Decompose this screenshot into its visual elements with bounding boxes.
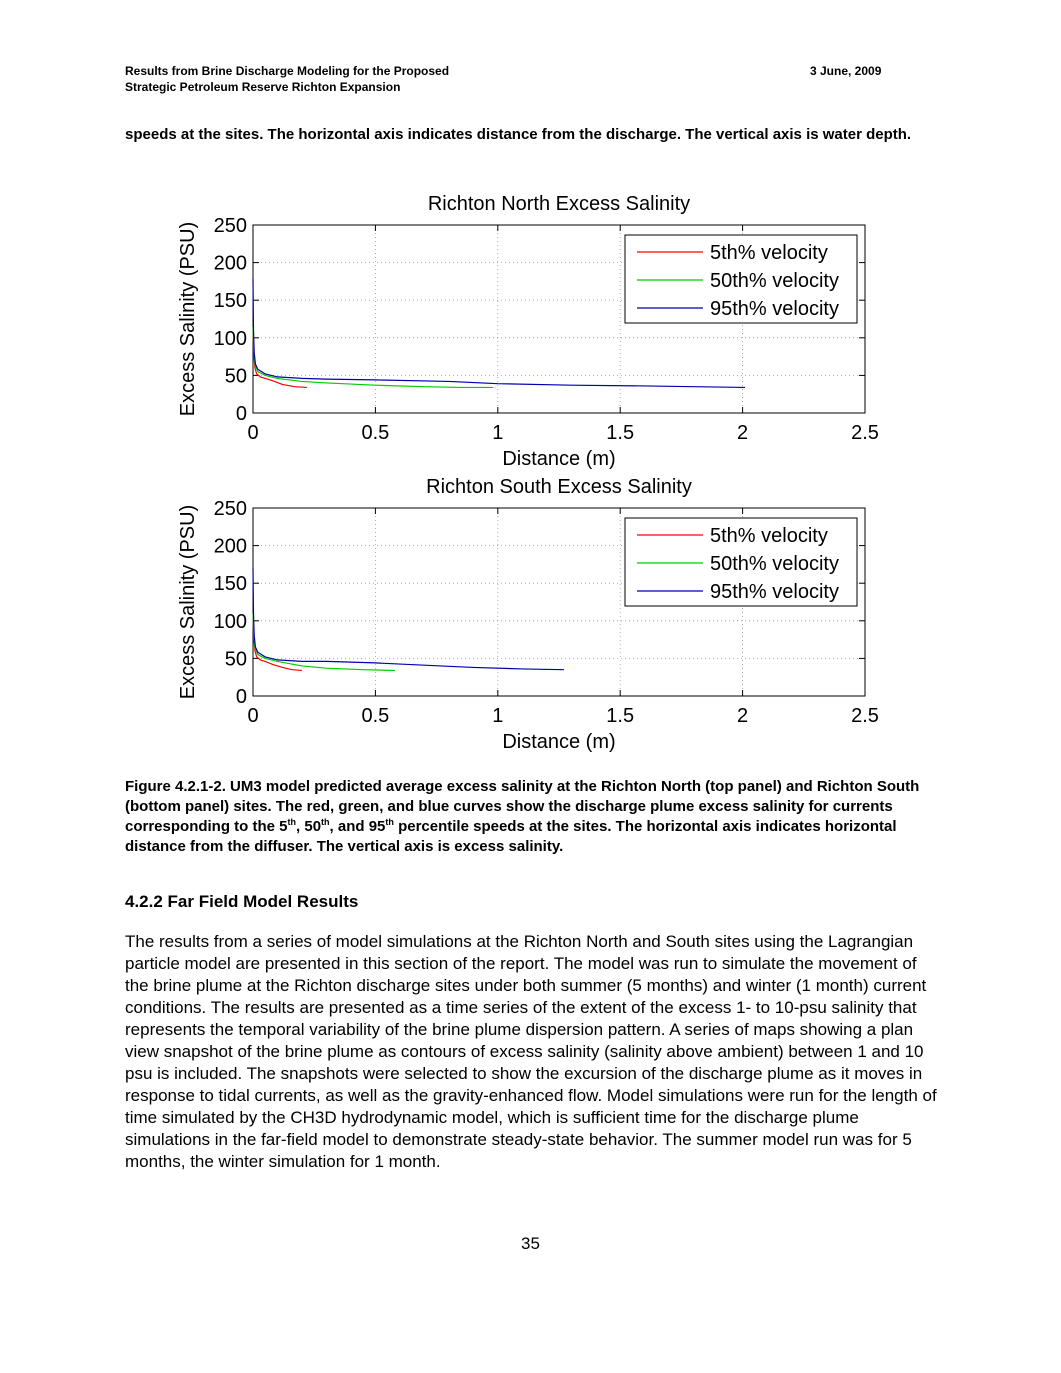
- chart-title: Richton South Excess Salinity: [426, 476, 692, 498]
- continued-caption-text: speeds at the sites. The horizontal axis…: [125, 126, 912, 143]
- x-tick-label: 1: [492, 705, 503, 727]
- x-tick-label: 1.5: [606, 705, 634, 727]
- y-tick-label: 0: [236, 403, 247, 425]
- header-title-line1: Results from Brine Discharge Modeling fo…: [125, 64, 450, 78]
- running-header: Results from Brine Discharge Modeling fo…: [125, 63, 449, 95]
- y-tick-label: 250: [214, 215, 247, 237]
- caption-sup-1: th: [287, 817, 297, 827]
- legend-label: 5th% velocity: [710, 525, 828, 547]
- x-axis-label: Distance (m): [502, 448, 615, 470]
- x-tick-label: 2: [737, 422, 748, 444]
- legend-label: 50th% velocity: [710, 553, 839, 575]
- x-tick-label: 0.5: [361, 705, 389, 727]
- y-tick-label: 100: [214, 611, 247, 633]
- y-tick-label: 0: [236, 686, 247, 708]
- y-tick-label: 200: [214, 253, 247, 275]
- legend-label: 5th% velocity: [710, 242, 828, 264]
- y-axis-label: Excess Salinity (PSU): [177, 505, 199, 700]
- caption-label: Figure 4.2.1-2.: [125, 778, 226, 795]
- y-tick-label: 150: [214, 290, 247, 312]
- figure-caption: Figure 4.2.1-2. UM3 model predicted aver…: [125, 777, 940, 857]
- caption-text-2: , 50: [296, 818, 322, 835]
- legend-label: 50th% velocity: [710, 270, 839, 292]
- y-tick-label: 150: [214, 573, 247, 595]
- caption-sup-2: th: [321, 817, 330, 827]
- caption-text-3: , and 95: [329, 818, 386, 835]
- chart-title: Richton North Excess Salinity: [428, 193, 690, 215]
- x-tick-label: 2.5: [851, 422, 879, 444]
- x-tick-label: 1.5: [606, 422, 634, 444]
- chart-legend: 5th% velocity 50th% velocity 95th% velocit…: [624, 234, 858, 324]
- x-tick-label: 0: [247, 705, 258, 727]
- series-line-3: [252, 279, 746, 389]
- body-paragraph: The results from a series of model simul…: [125, 932, 937, 1171]
- page-number: 35: [521, 1234, 540, 1253]
- series-line-3: [252, 568, 564, 671]
- x-tick-label: 2: [737, 705, 748, 727]
- chart-legend: 5th% velocity 50th% velocity 95th% velocit…: [624, 517, 858, 607]
- x-axis-label: Distance (m): [502, 731, 615, 753]
- y-tick-label: 200: [214, 536, 247, 558]
- chart-richton-south: 0 0.5 1 1.5 2 2.5 0 50 100 150 200 250 Richton South…: [177, 476, 879, 753]
- y-tick-label: 50: [225, 365, 247, 387]
- x-tick-label: 0: [247, 422, 258, 444]
- header-date: 3 June, 2009: [810, 64, 882, 78]
- legend-label: 95th% velocity: [710, 298, 839, 320]
- header-title-line2: Strategic Petroleum Reserve Richton Expa…: [125, 80, 401, 94]
- caption-text-4: percentile speeds at the sites. The hori…: [125, 818, 897, 855]
- section-heading: 4.2.2 Far Field Model Results: [125, 892, 359, 911]
- x-tick-label: 0.5: [361, 422, 389, 444]
- legend-label: 95th% velocity: [710, 581, 839, 603]
- y-tick-label: 100: [214, 328, 247, 350]
- y-tick-label: 250: [214, 498, 247, 520]
- y-axis-label: Excess Salinity (PSU): [177, 222, 199, 417]
- caption-text-1: UM3 model predicted average excess salin…: [125, 778, 920, 835]
- x-tick-label: 1: [492, 422, 503, 444]
- y-tick-label: 50: [225, 648, 247, 670]
- caption-sup-3: th: [385, 817, 394, 827]
- chart-richton-north: 0 0.5 1 1.5 2 2.5 0 50 100 150 200 250 Richton North…: [177, 193, 879, 470]
- x-tick-label: 2.5: [851, 705, 879, 727]
